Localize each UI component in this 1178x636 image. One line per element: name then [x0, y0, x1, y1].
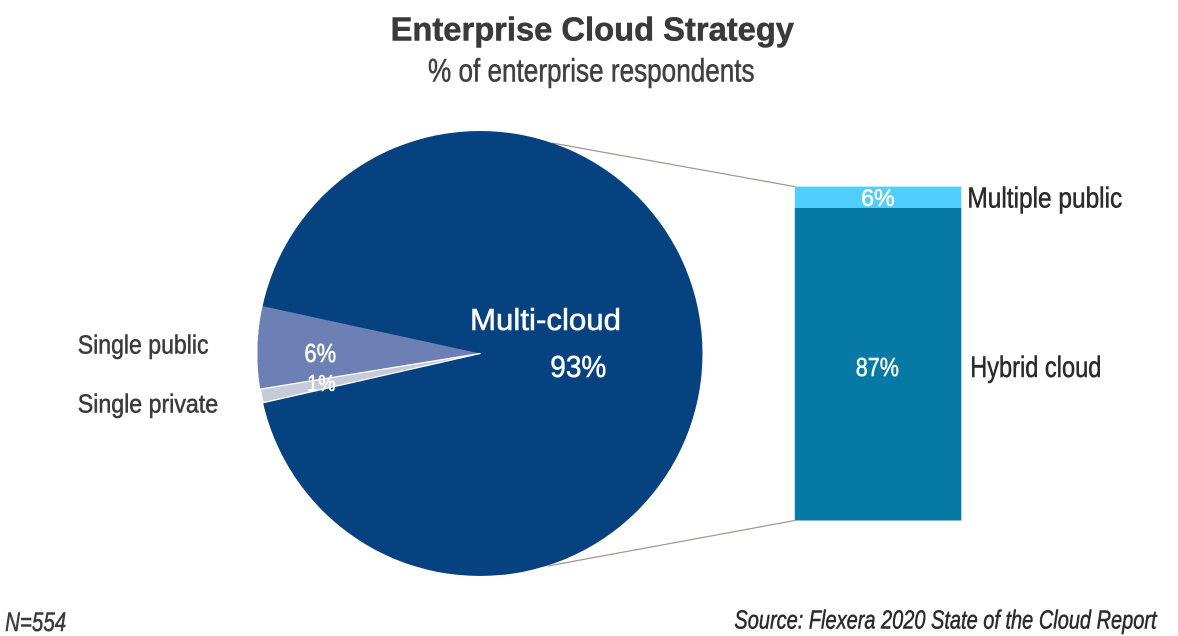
svg-text:1%: 1%	[307, 371, 336, 397]
svg-text:6%: 6%	[304, 339, 336, 368]
svg-text:N=554: N=554	[5, 609, 66, 636]
svg-text:Single public: Single public	[78, 331, 209, 360]
svg-text:Multiple public: Multiple public	[967, 182, 1122, 214]
svg-text:Hybrid cloud: Hybrid cloud	[970, 351, 1101, 384]
svg-text:Single private: Single private	[78, 391, 218, 420]
svg-text:% of enterprise respondents: % of enterprise respondents	[428, 53, 755, 89]
svg-text:Enterprise Cloud Strategy: Enterprise Cloud Strategy	[391, 10, 795, 47]
svg-text:6%: 6%	[861, 186, 895, 212]
svg-text:Source: Flexera 2020 State of: Source: Flexera 2020 State of the Cloud …	[734, 605, 1158, 634]
svg-text:93%: 93%	[550, 350, 606, 384]
svg-text:Multi-cloud: Multi-cloud	[470, 302, 621, 337]
svg-text:87%: 87%	[856, 353, 899, 382]
